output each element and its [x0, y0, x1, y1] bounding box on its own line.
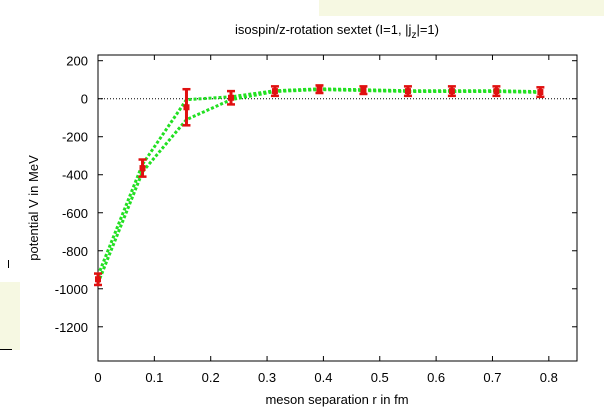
plot-frame	[97, 54, 578, 362]
x-axis-label: meson separation r in fm	[265, 392, 408, 407]
data-point	[139, 165, 146, 172]
x-tick-label: 0.7	[483, 370, 501, 385]
data-point	[404, 88, 411, 95]
series-line-upper	[96, 87, 541, 277]
x-tick-label: 0	[94, 370, 101, 385]
data-point	[493, 88, 500, 95]
data-point	[227, 94, 234, 101]
data-point	[360, 87, 367, 94]
x-tick-label: 0.6	[427, 370, 445, 385]
divider-line	[0, 349, 12, 350]
divider-mark	[8, 260, 9, 268]
x-tick-label: 0.4	[314, 370, 332, 385]
y-tick-label: -800	[62, 244, 88, 259]
chart-title: isospin/z-rotation sextet (I=1, |jz|=1)	[235, 22, 439, 41]
x-tick-label: 0.3	[258, 370, 276, 385]
x-tick-label: 0.5	[371, 370, 389, 385]
y-tick-label: -200	[62, 130, 88, 145]
x-tick-label: 0.2	[202, 370, 220, 385]
y-axis-label: potential V in MeV	[26, 155, 41, 261]
background-panel-left	[0, 282, 20, 350]
series-line-lower	[96, 88, 541, 284]
x-axis: 0 0.1 0.2 0.3 0.4 0.5 0.6 0.7 0.8	[94, 55, 558, 385]
x-tick-label: 0.8	[540, 370, 558, 385]
data-series	[94, 84, 545, 287]
y-tick-label: -1000	[55, 282, 88, 297]
y-axis: 200 0 -200 -400 -600 -800 -1000 -1200	[55, 54, 577, 335]
y-tick-label: -1200	[55, 320, 88, 335]
data-point	[95, 276, 101, 283]
y-tick-label: -400	[62, 168, 88, 183]
y-tick-label: 200	[66, 54, 88, 69]
data-point	[316, 86, 323, 93]
x-tick-label: 0.1	[145, 370, 163, 385]
y-tick-label: -600	[62, 206, 88, 221]
data-point	[183, 104, 190, 111]
data-point	[448, 88, 455, 95]
data-point	[537, 89, 544, 96]
data-point	[271, 88, 278, 95]
y-tick-label: 0	[81, 92, 88, 107]
background-panel-top	[319, 0, 604, 16]
